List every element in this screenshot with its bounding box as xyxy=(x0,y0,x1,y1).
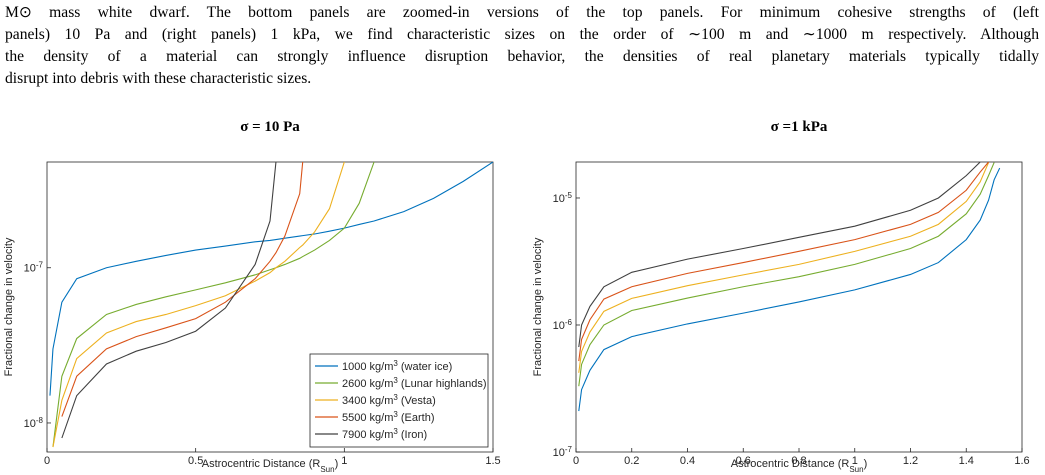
caption-line: the density of a material can strongly i… xyxy=(5,48,1039,65)
series-line xyxy=(578,162,989,362)
lines xyxy=(578,162,1001,412)
series-line xyxy=(61,162,277,439)
x-tick-label: 0 xyxy=(573,455,579,467)
lines xyxy=(49,162,493,448)
x-tick-label: 1.5 xyxy=(485,455,500,467)
legend-label: 5500 kg/m3 (Earth) xyxy=(342,410,435,425)
caption-line: disrupt into debris with these character… xyxy=(5,70,312,87)
x-axis-label: Astrocentric Distance (RSun) xyxy=(731,458,868,474)
y-axis-label: Fractional change in velocity xyxy=(3,237,15,376)
x-tick-label: 0.5 xyxy=(188,455,203,467)
legend-label: 7900 kg/m3 (Iron) xyxy=(342,427,427,442)
chart-title: σ =1 kPa xyxy=(771,119,828,135)
x-axis-label: Astrocentric Distance (RSun) xyxy=(202,458,339,474)
x-tick-label: 1 xyxy=(341,455,347,467)
y-axis-label: Fractional change in velocity xyxy=(532,237,544,376)
y-tick-label: 10-7 xyxy=(553,445,573,460)
y-tick-label: 10-6 xyxy=(553,317,573,332)
x-tick-label: 0.2 xyxy=(624,455,639,467)
x-tick-label: 1.2 xyxy=(903,455,918,467)
x-tick-label: 1 xyxy=(852,455,858,467)
y-tick-label: 10-7 xyxy=(24,260,44,275)
legend-box xyxy=(309,353,489,448)
caption: M⊙ mass white dwarf. The bottom panels a… xyxy=(5,2,1039,90)
legend-label: 1000 kg/m3 (water ice) xyxy=(342,359,452,374)
series-line xyxy=(578,162,990,373)
legend-label: 3400 kg/m3 (Vesta) xyxy=(342,393,436,408)
x-tick-label: 0.4 xyxy=(680,455,695,467)
y-tick-label: 10-8 xyxy=(24,415,44,430)
series-line xyxy=(61,162,304,417)
x-tick-label: 1.4 xyxy=(959,455,974,467)
legend-label: 2600 kg/m3 (Lunar highlands) xyxy=(342,376,487,391)
x-tick-label: 0 xyxy=(44,455,50,467)
series-line xyxy=(578,167,1001,412)
series-line xyxy=(52,162,375,448)
series-line xyxy=(49,162,493,396)
x-tick-label: 0.6 xyxy=(736,455,751,467)
series-line xyxy=(578,162,995,387)
caption-line: panels) 10 Pa and (right panels) 1 kPa, … xyxy=(5,26,1039,43)
y-tick-label: 10-5 xyxy=(553,190,573,205)
chart-title: σ = 10 Pa xyxy=(240,119,300,135)
series-line xyxy=(578,162,981,348)
plot-area xyxy=(575,161,1023,453)
series-line xyxy=(52,162,345,448)
caption-line: M⊙ mass white dwarf. The bottom panels a… xyxy=(5,4,1039,21)
x-tick-label: 0.8 xyxy=(791,455,806,467)
x-tick-label: 1.6 xyxy=(1014,455,1029,467)
